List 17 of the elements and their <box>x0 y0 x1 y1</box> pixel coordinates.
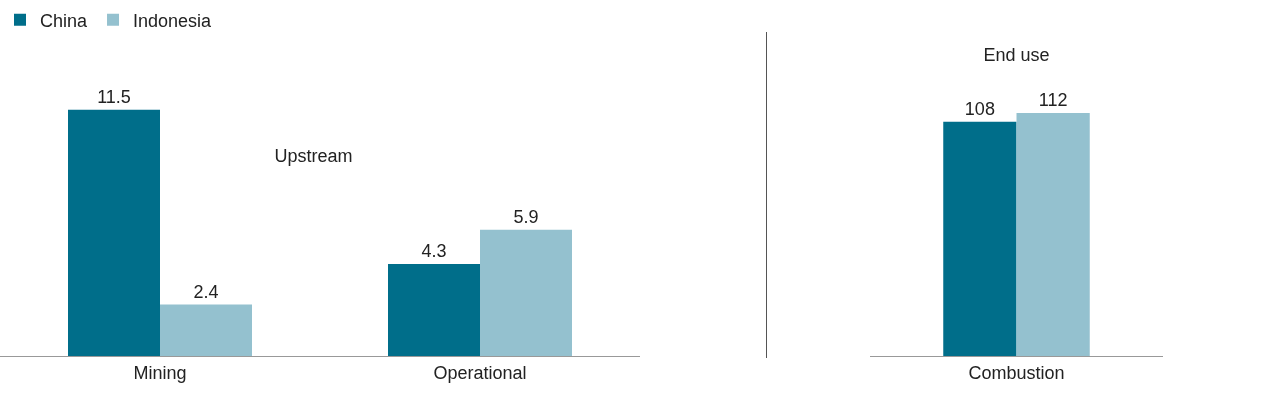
x-tick-label: Mining <box>133 362 187 383</box>
x-tick-label: Combustion <box>968 362 1065 383</box>
data-label: 2.4 <box>193 281 219 302</box>
chart-title: End use <box>983 45 1050 66</box>
data-label: 11.5 <box>97 86 131 107</box>
bar <box>388 263 480 356</box>
data-label: 4.3 <box>421 240 447 261</box>
data-label: 5.9 <box>513 206 539 227</box>
x-tick-label: Operational <box>433 362 527 383</box>
data-label: 112 <box>1038 90 1068 111</box>
data-label: 108 <box>964 98 995 119</box>
legend-label: China <box>40 10 89 31</box>
text: Upstream <box>274 145 353 166</box>
bar <box>480 229 572 356</box>
legend-label: Indonesia <box>133 10 213 31</box>
bar <box>160 304 252 356</box>
bar <box>68 109 160 356</box>
